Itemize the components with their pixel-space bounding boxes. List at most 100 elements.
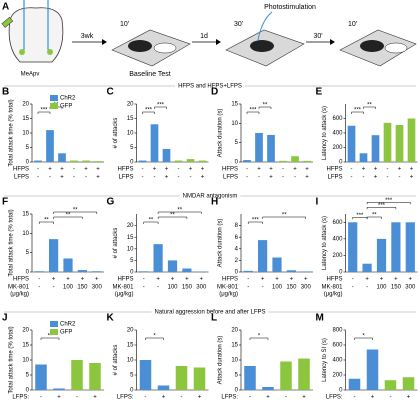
bar <box>407 118 416 162</box>
condition-label: 100 <box>63 285 74 291</box>
bar <box>157 385 170 390</box>
condition-label: + <box>52 277 56 283</box>
y-tick-label: 0 <box>339 388 343 394</box>
condition-label: - <box>53 285 55 291</box>
y-axis-label: # of attacks <box>113 228 119 259</box>
injection-site <box>19 49 25 55</box>
y-tick-label: 5 <box>130 145 134 151</box>
condition-label: - <box>181 395 183 401</box>
condition-label: - <box>190 175 192 181</box>
mouse <box>250 40 274 52</box>
condition-name: LFPS: <box>221 395 238 401</box>
condition-label: + <box>60 167 64 173</box>
y-tick-label: 5 <box>235 373 239 379</box>
section-bg <box>151 309 269 316</box>
condition-label: - <box>387 175 389 181</box>
y-tick-label: 800 <box>332 328 343 334</box>
sig-label: *** <box>378 203 386 209</box>
condition-label: + <box>305 167 309 173</box>
step-label: 3wk <box>81 33 94 40</box>
condition-label: + <box>266 395 270 401</box>
y-tick-label: 15 <box>127 235 134 241</box>
condition-label: - <box>282 167 284 173</box>
bar <box>362 263 372 272</box>
condition-label: + <box>60 175 64 181</box>
step-label: 1d <box>200 33 208 40</box>
condition-label: - <box>247 277 249 283</box>
y-tick-label: 10 <box>127 131 134 137</box>
condition-name: LFPS <box>118 175 133 181</box>
bar <box>366 349 379 390</box>
panel-letter: K <box>107 313 115 324</box>
y-axis-label: Latency to attack (s) <box>322 106 328 160</box>
condition-label: + <box>374 167 378 173</box>
condition-label: + <box>394 277 398 283</box>
section-bg <box>175 83 245 90</box>
y-axis-label: # of attacks <box>113 345 119 376</box>
condition-label: - <box>178 175 180 181</box>
y-tick-label: 15 <box>22 212 29 218</box>
condition-label: - <box>49 175 51 181</box>
y-tick-label: 20 <box>22 328 29 334</box>
condition-unit: (μg/kg) <box>219 292 238 298</box>
sig-label: *** <box>249 108 257 114</box>
condition-name: HFPS <box>326 277 342 283</box>
y-tick-label: 5 <box>26 145 30 151</box>
panel-letter: B <box>2 87 9 98</box>
condition-label: - <box>143 277 145 283</box>
condition-label: + <box>275 277 279 283</box>
condition-label: - <box>282 175 284 181</box>
bar <box>48 239 59 272</box>
bar <box>384 380 397 390</box>
arrowhead <box>216 39 221 45</box>
sig-bracket <box>157 211 202 214</box>
section-title: HFPS and HFPS+LFPS <box>178 84 242 90</box>
y-tick-label: 20 <box>22 102 29 108</box>
sig-bracket <box>154 106 167 109</box>
y-tick-label: 15 <box>127 343 134 349</box>
condition-label: - <box>73 167 75 173</box>
condition-label: 300 <box>405 285 416 291</box>
bar <box>34 160 42 162</box>
condition-label: + <box>371 395 375 401</box>
condition-label: - <box>249 395 251 401</box>
y-tick-label: 15 <box>22 116 29 122</box>
condition-label: - <box>363 175 365 181</box>
bar <box>244 366 256 390</box>
condition-label: + <box>201 175 205 181</box>
condition-name: HFPS <box>326 167 342 173</box>
panel-letter: C <box>107 87 114 98</box>
condition-unit: (μg/kg) <box>324 292 343 298</box>
condition-label: + <box>290 277 294 283</box>
condition-name: MK-801 <box>217 285 239 291</box>
bar <box>34 271 44 272</box>
condition-label: 150 <box>286 285 297 291</box>
condition-name: HFPS <box>117 277 133 283</box>
condition-label: - <box>387 167 389 173</box>
syringe <box>1 16 14 28</box>
condition-label: + <box>165 167 169 173</box>
sig-label: ** <box>44 218 49 224</box>
condition-label: - <box>352 277 354 283</box>
mouse <box>384 42 408 54</box>
arrowhead <box>330 39 335 45</box>
bar <box>46 130 54 162</box>
condition-label: - <box>247 285 249 291</box>
condition-label: + <box>410 175 414 181</box>
condition-label: + <box>304 277 308 283</box>
bar <box>347 125 356 162</box>
y-tick-label: 400 <box>332 358 343 364</box>
condition-name: LFPS: <box>12 395 29 401</box>
condition-name: LFPS <box>14 175 29 181</box>
y-tick-label: 200 <box>332 145 343 151</box>
sig-bracket <box>157 216 188 219</box>
condition-label: + <box>380 277 384 283</box>
bar <box>301 271 311 272</box>
legend-label: ChR2 <box>60 322 76 328</box>
condition-label: + <box>200 277 204 283</box>
sig-bracket <box>247 221 263 224</box>
bar <box>174 160 183 162</box>
sig-label: ** <box>48 334 53 340</box>
condition-label: + <box>261 277 265 283</box>
y-axis-label: Total attack time (% total) <box>9 326 15 393</box>
